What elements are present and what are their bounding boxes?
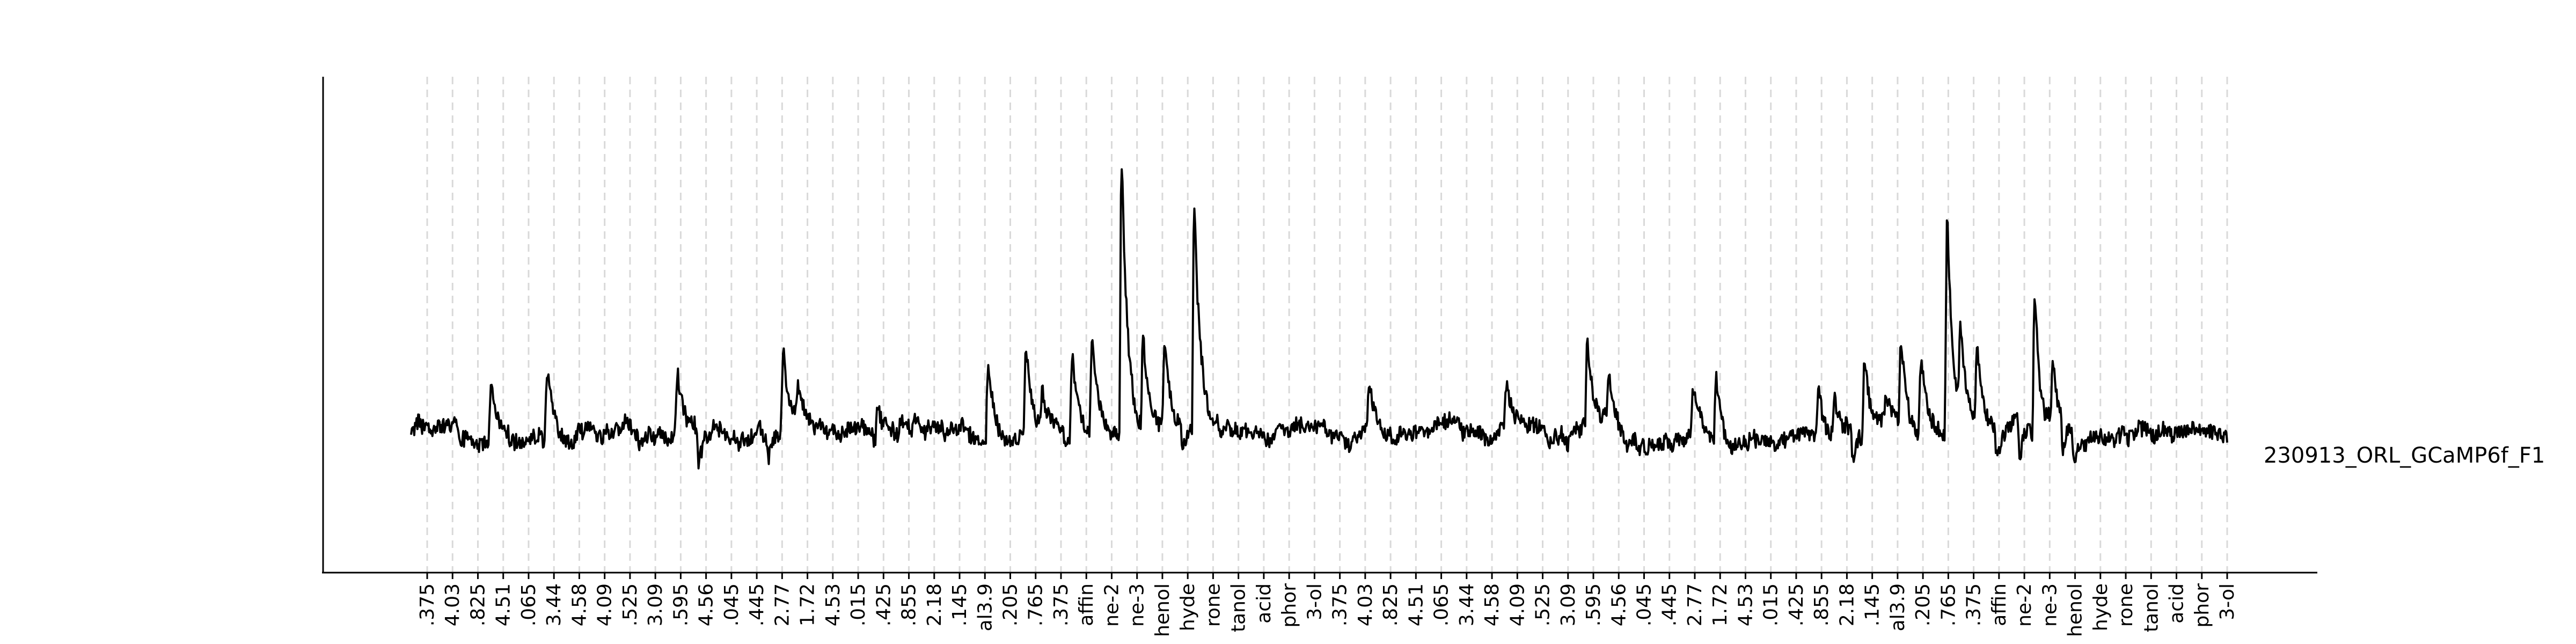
x-tick-label: hyde [1177,583,1199,631]
x-tick-label: rone [1202,583,1224,627]
x-tick-label: acid [1253,583,1275,624]
x-tick-label: 4.51 [1405,583,1427,626]
x-tick-label: 4.09 [594,583,616,626]
x-tick-label: al3.9 [1887,583,1909,631]
x-tick-label: affin [1075,583,1097,626]
x-tick-label: ne-3 [2039,583,2061,627]
x-tick-label: .205 [1912,583,1934,626]
x-tick-label: .205 [1000,583,1022,626]
x-tick-label: 4.58 [568,583,590,626]
x-tick-label: 4.58 [1481,583,1503,626]
x-tick-label: 3-ol [1304,583,1326,620]
x-tick-label: 4.51 [493,583,515,626]
x-tick-label: .595 [670,583,692,626]
x-tick-label: 3.09 [645,583,667,626]
x-tick-label: .525 [1532,583,1554,626]
x-tick-label: .855 [1811,583,1833,626]
x-tick-label: ne-2 [1101,583,1123,627]
x-tick-label: ne-2 [2014,583,2036,627]
x-tick-label: 4.56 [696,583,718,626]
x-tick-label: 3.44 [1456,583,1478,626]
x-tick-label: 4.53 [822,583,844,626]
x-tick-label: .065 [518,583,540,626]
x-tick-label: 4.09 [1506,583,1528,626]
x-tick-label: 1.72 [797,583,819,626]
series-line-trace [410,168,2228,470]
x-tick-label: 2.18 [924,583,946,626]
x-tick-label: rone [2115,583,2137,627]
x-tick-label: 2.77 [1684,583,1706,626]
x-tick-label: .595 [1583,583,1605,626]
x-tick-label: .015 [847,583,869,626]
x-tick-label: .825 [467,583,489,626]
x-tick-marks [426,573,2228,579]
x-tick-label: henol [1152,583,1174,637]
x-tick-label: 4.03 [442,583,464,626]
x-tick-label: al3.9 [974,583,996,631]
x-tick-label: .525 [619,583,641,626]
x-tick-label: .065 [1431,583,1453,626]
x-tick-label: .045 [721,583,743,626]
x-tick-label: phor [2191,583,2213,628]
x-tick-label: .425 [1785,583,1807,626]
series-label: 230913_ORL_GCaMP6f_F1 [2264,443,2545,468]
x-tick-label: .855 [898,583,920,626]
x-tick-label: phor [1278,583,1300,628]
x-tick-label: ne-3 [1126,583,1148,627]
x-tick-label: .145 [949,583,971,626]
stimulus-grid [426,77,2228,573]
x-tick-label: .375 [1963,583,1985,626]
x-tick-label: 2.77 [771,583,793,626]
x-tick-label: .425 [873,583,895,626]
x-tick-label: .375 [1329,583,1351,626]
x-tick-label: tanol [2140,583,2162,632]
x-tick-label: .825 [1380,583,1402,626]
x-tick-label: .765 [1025,583,1047,626]
x-tick-label: affin [1988,583,2010,626]
x-tick-label: henol [2065,583,2087,637]
x-tick-label: .765 [1937,583,1959,626]
x-tick-label: 1.72 [1709,583,1731,626]
x-tick-label: 4.03 [1355,583,1377,626]
x-tick-label: acid [2166,583,2188,624]
x-tick-label: .375 [1050,583,1072,626]
x-tick-labels: .375 4.03.825 4.51.065 3.44 4.58 4.09.525 3.09… [416,583,2238,637]
x-tick-label: .015 [1760,583,1782,626]
x-tick-label: .445 [1659,583,1681,626]
x-tick-label: 4.53 [1735,583,1757,626]
x-tick-label: .375 [416,583,438,626]
x-tick-label: 3-ol [2216,583,2238,620]
x-tick-label: .045 [1633,583,1655,626]
x-tick-label: 4.56 [1608,583,1630,626]
x-tick-label: hyde [2090,583,2112,631]
x-tick-label: .145 [1862,583,1884,626]
x-tick-label: 3.44 [543,583,565,626]
x-tick-label: .445 [746,583,768,626]
x-tick-label: 3.09 [1557,583,1579,626]
x-tick-label: 2.18 [1836,583,1858,626]
x-tick-label: tanol [1228,583,1250,632]
